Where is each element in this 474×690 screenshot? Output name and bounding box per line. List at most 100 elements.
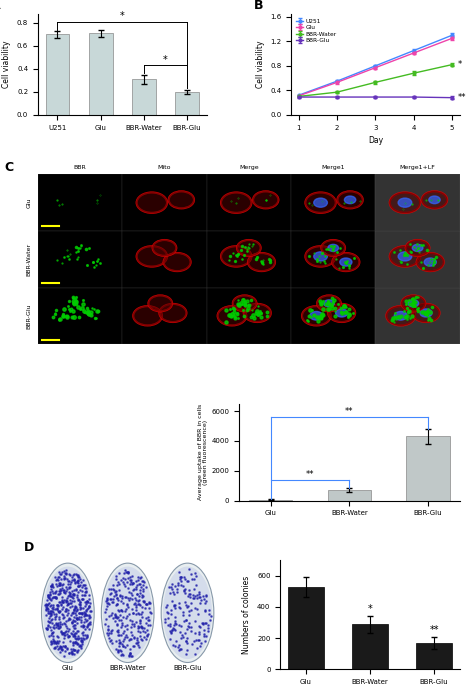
Circle shape: [305, 193, 336, 213]
Text: C: C: [4, 161, 13, 174]
Circle shape: [302, 306, 331, 326]
Y-axis label: Cell viability: Cell viability: [255, 41, 264, 88]
Bar: [375, 231, 460, 288]
Ellipse shape: [103, 566, 152, 659]
Text: *: *: [368, 604, 373, 614]
Circle shape: [406, 240, 429, 256]
Ellipse shape: [163, 566, 212, 659]
Bar: [375, 231, 460, 288]
Text: **: **: [306, 470, 314, 479]
Circle shape: [429, 196, 440, 204]
Circle shape: [424, 258, 437, 266]
Circle shape: [221, 193, 251, 213]
Circle shape: [412, 304, 439, 322]
Circle shape: [248, 253, 275, 271]
Bar: [89, 33, 112, 115]
Bar: [207, 175, 291, 231]
Y-axis label: Average uptake of BBR in cells
(green fluorescence): Average uptake of BBR in cells (green fl…: [198, 404, 208, 500]
Bar: [375, 175, 460, 231]
Bar: [46, 34, 69, 115]
Bar: [406, 437, 450, 501]
Circle shape: [244, 304, 271, 322]
Text: B: B: [254, 0, 264, 12]
X-axis label: Day: Day: [368, 136, 383, 145]
Bar: [249, 500, 292, 501]
Bar: [375, 175, 460, 231]
Circle shape: [310, 311, 323, 320]
Text: Merge1+LF: Merge1+LF: [400, 165, 436, 170]
Text: **: **: [458, 93, 466, 102]
Bar: [132, 79, 156, 115]
Bar: [375, 288, 460, 344]
Circle shape: [164, 253, 191, 271]
Bar: [207, 231, 291, 288]
Bar: [38, 231, 122, 288]
Ellipse shape: [42, 563, 94, 662]
Circle shape: [345, 196, 356, 204]
Bar: [375, 288, 460, 344]
Circle shape: [221, 246, 251, 266]
Circle shape: [314, 198, 328, 207]
Ellipse shape: [101, 563, 154, 662]
Text: BBR-Water: BBR-Water: [26, 243, 31, 276]
Text: Merge1: Merge1: [321, 165, 345, 170]
Bar: [175, 92, 199, 115]
Y-axis label: Numbers of colonies: Numbers of colonies: [243, 575, 252, 654]
Circle shape: [218, 306, 246, 326]
Y-axis label: Cell viability: Cell viability: [2, 41, 11, 88]
Circle shape: [324, 299, 334, 307]
Circle shape: [417, 253, 444, 271]
Circle shape: [408, 299, 419, 307]
Text: Mito: Mito: [158, 165, 171, 170]
Bar: [38, 175, 122, 231]
Circle shape: [317, 295, 341, 311]
Circle shape: [398, 252, 412, 261]
Bar: [207, 288, 291, 344]
Legend: U251, Glu, BBR-Water, BBR-Glu: U251, Glu, BBR-Water, BBR-Glu: [294, 17, 339, 46]
Circle shape: [153, 240, 176, 256]
Circle shape: [148, 295, 172, 311]
Circle shape: [390, 246, 420, 266]
Circle shape: [386, 306, 415, 326]
Circle shape: [159, 304, 186, 322]
Bar: [122, 175, 207, 231]
Text: BBR-Water: BBR-Water: [109, 665, 146, 671]
Circle shape: [305, 246, 336, 266]
Circle shape: [390, 193, 420, 213]
Ellipse shape: [43, 566, 92, 659]
Bar: [291, 175, 375, 231]
Text: **: **: [345, 407, 354, 416]
Bar: [288, 586, 324, 669]
Circle shape: [137, 193, 167, 213]
Text: D: D: [24, 542, 34, 555]
Bar: [122, 231, 207, 288]
Circle shape: [233, 295, 256, 311]
Text: Glu: Glu: [26, 197, 31, 208]
Circle shape: [422, 191, 447, 208]
Bar: [291, 231, 375, 288]
Circle shape: [137, 246, 167, 266]
Circle shape: [412, 244, 423, 251]
Circle shape: [133, 306, 162, 326]
Circle shape: [332, 253, 359, 271]
Circle shape: [340, 258, 352, 266]
Text: **: **: [429, 625, 439, 635]
Circle shape: [394, 311, 407, 320]
Ellipse shape: [161, 563, 214, 662]
Circle shape: [321, 240, 345, 256]
Circle shape: [253, 191, 278, 208]
Bar: [38, 288, 122, 344]
Bar: [353, 624, 388, 669]
Bar: [417, 643, 452, 669]
Circle shape: [337, 191, 363, 208]
Text: BBR-Glu: BBR-Glu: [173, 665, 202, 671]
Bar: [291, 288, 375, 344]
Circle shape: [336, 309, 348, 317]
Bar: [328, 490, 371, 501]
Circle shape: [401, 295, 425, 311]
Text: Glu: Glu: [62, 665, 74, 671]
Text: BBR: BBR: [74, 165, 86, 170]
Circle shape: [169, 191, 194, 208]
Text: BBR-Glu: BBR-Glu: [26, 303, 31, 328]
Circle shape: [328, 304, 355, 322]
